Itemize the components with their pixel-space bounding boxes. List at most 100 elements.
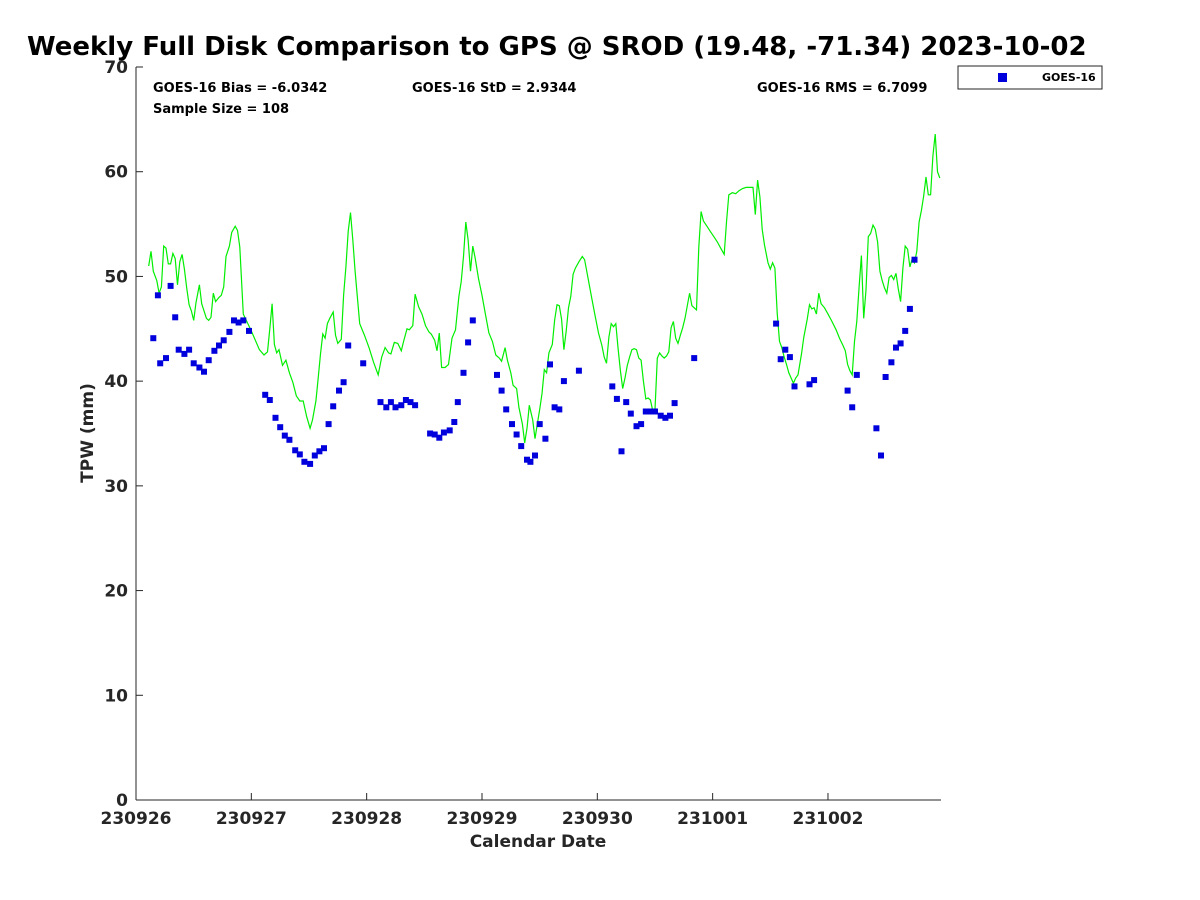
data-point-goes-16	[220, 337, 227, 344]
data-point-goes-16	[773, 320, 780, 327]
data-point-goes-16	[167, 282, 174, 289]
plot-area	[148, 133, 941, 467]
data-point-goes-16	[671, 400, 678, 407]
data-point-goes-16	[503, 406, 510, 413]
data-point-goes-16	[791, 383, 798, 390]
data-point-goes-16	[240, 317, 247, 324]
data-point-goes-16	[186, 346, 193, 353]
data-point-goes-16	[527, 458, 534, 465]
series-goes-16-markers	[150, 256, 918, 467]
data-point-goes-16	[181, 350, 188, 357]
data-point-goes-16	[691, 355, 698, 362]
x-tick-label: 230927	[216, 809, 287, 829]
stat-sample-size: Sample Size = 108	[153, 102, 289, 117]
data-point-goes-16	[647, 408, 654, 415]
data-point-goes-16	[547, 361, 553, 368]
data-point-goes-16	[906, 305, 913, 312]
data-point-goes-16	[893, 344, 899, 351]
data-point-goes-16	[454, 399, 461, 406]
y-axis-ticks: 0 10 20 30 40 50 60 70	[104, 58, 143, 811]
data-point-goes-16	[307, 460, 314, 467]
data-point-goes-16	[551, 404, 558, 411]
data-point-goes-16	[266, 397, 273, 403]
data-point-goes-16	[524, 456, 530, 463]
data-point-goes-16	[542, 435, 549, 442]
data-point-goes-16	[286, 436, 293, 443]
data-point-goes-16	[460, 369, 467, 376]
data-point-goes-16	[325, 421, 332, 428]
y-axis-label: TPW (mm)	[78, 383, 98, 483]
data-point-goes-16	[513, 431, 520, 438]
data-point-goes-16	[532, 452, 538, 459]
data-point-goes-16	[196, 364, 203, 371]
data-point-goes-16	[427, 430, 434, 437]
x-tick-label: 231002	[792, 809, 863, 829]
legend: GOES-16	[957, 65, 1103, 90]
data-point-goes-16	[235, 319, 242, 326]
data-point-goes-16	[205, 357, 212, 364]
data-point-goes-16	[412, 402, 419, 409]
data-point-goes-16	[897, 340, 904, 347]
y-tick-label: 30	[104, 477, 128, 497]
data-point-goes-16	[652, 408, 658, 415]
y-tick-label: 0	[116, 791, 128, 811]
data-point-goes-16	[777, 356, 784, 363]
data-point-goes-16	[431, 431, 438, 438]
data-point-goes-16	[882, 374, 889, 380]
data-point-goes-16	[226, 328, 233, 335]
data-point-goes-16	[231, 317, 237, 324]
stat-rms: GOES-16 RMS = 6.7099	[757, 81, 927, 96]
data-point-goes-16	[560, 378, 567, 385]
data-point-goes-16	[911, 256, 918, 263]
data-point-goes-16	[216, 342, 222, 349]
data-point-goes-16	[613, 395, 620, 402]
data-point-goes-16	[806, 381, 813, 388]
stat-std: GOES-16 StD = 2.9344	[412, 81, 576, 96]
legend-label-goes-16: GOES-16	[1042, 71, 1096, 84]
x-tick-label: 230929	[446, 809, 517, 829]
data-point-goes-16	[262, 391, 269, 398]
data-point-goes-16	[888, 359, 895, 366]
legend-marker-goes-16	[998, 73, 1007, 82]
data-point-goes-16	[201, 368, 207, 375]
data-point-goes-16	[786, 354, 793, 361]
data-point-goes-16	[316, 448, 323, 455]
data-point-goes-16	[330, 403, 337, 410]
data-point-goes-16	[436, 434, 443, 441]
data-point-goes-16	[383, 404, 390, 411]
data-point-goes-16	[150, 335, 157, 342]
data-point-goes-16	[246, 327, 252, 334]
data-point-goes-16	[667, 412, 673, 419]
data-point-goes-16	[536, 421, 543, 428]
data-point-goes-16	[662, 414, 669, 421]
data-point-goes-16	[575, 367, 582, 374]
data-point-goes-16	[618, 448, 625, 455]
chart-title: Weekly Full Disk Comparison to GPS @ SRO…	[27, 32, 1087, 62]
data-point-goes-16	[623, 399, 630, 406]
y-tick-label: 10	[104, 686, 128, 706]
data-point-goes-16	[844, 387, 851, 394]
x-axis-ticks: 230926 230927 230928 230929 230930 231001 2310…	[101, 793, 863, 829]
y-tick-label: 60	[104, 163, 128, 183]
data-point-goes-16	[878, 452, 884, 459]
data-point-goes-16	[154, 292, 161, 299]
series-line-gps	[148, 133, 941, 443]
data-point-goes-16	[281, 432, 288, 439]
data-point-goes-16	[469, 317, 476, 324]
y-tick-label: 70	[104, 58, 128, 78]
data-point-goes-16	[311, 452, 318, 459]
data-point-goes-16	[849, 404, 856, 411]
data-point-goes-16	[163, 355, 169, 362]
y-tick-label: 20	[104, 582, 128, 602]
data-point-goes-16	[465, 339, 472, 346]
data-point-goes-16	[446, 427, 453, 434]
data-point-goes-16	[811, 377, 818, 384]
data-point-goes-16	[509, 421, 515, 428]
data-point-goes-16	[211, 347, 218, 354]
data-point-goes-16	[175, 346, 182, 353]
data-point-goes-16	[609, 383, 616, 390]
data-point-goes-16	[296, 451, 303, 458]
data-point-goes-16	[902, 327, 909, 334]
data-point-goes-16	[782, 346, 789, 353]
